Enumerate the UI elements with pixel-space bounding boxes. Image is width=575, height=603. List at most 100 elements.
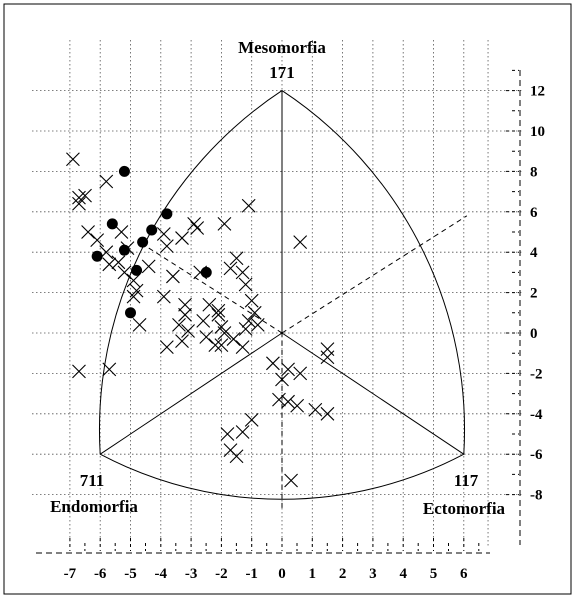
data-point-x-stroke [220,427,235,441]
data-point-x [275,372,289,387]
data-point-x [235,265,250,280]
data-point-x-stroke [72,196,86,211]
data-point-x-stroke [226,332,241,346]
y-tick-label: 12 [530,84,545,100]
data-point-x-stroke [275,372,289,387]
data-point-x [102,257,117,272]
data-point-dot [131,264,143,276]
data-point-x-stroke [238,277,253,292]
data-point-x [172,318,186,332]
data-point-x-stroke [199,330,214,344]
data-point-x-stroke [238,322,253,336]
data-point-x [284,473,298,488]
ref-axis-diagonal [281,215,468,334]
data-point-x-stroke [235,340,250,355]
y-tick-label: -6 [530,447,543,463]
data-point-x-stroke [90,233,105,247]
data-point-x [226,332,241,346]
x-tick-label: -6 [94,566,107,582]
data-point-x-stroke [202,297,217,312]
data-point-x [141,259,156,274]
data-point-x [159,340,174,355]
data-point-x [81,225,95,239]
data-point-x-stroke [181,324,195,338]
y-tick-label: 6 [530,205,538,221]
data-point-x [166,269,180,284]
data-point-x-stroke [217,326,232,340]
data-point-x-stroke [114,225,129,239]
data-point-x [241,198,256,213]
data-point-dot [106,218,118,230]
endo-name: Endomorfia [50,497,138,516]
data-point-x-stroke [244,412,259,427]
data-point-x-stroke [284,473,298,488]
data-point-x [175,231,189,245]
data-point-x-stroke [178,307,192,322]
data-point-x [196,313,211,328]
data-point-x [208,338,223,353]
data-point-x-stroke [117,265,132,280]
data-point-x-stroke [172,318,186,332]
data-point-x-stroke [126,273,141,288]
data-point-x [229,449,244,464]
data-point-x [178,307,192,322]
data-point-x [114,225,129,239]
y-tick-labels: 12 10 8 6 4 2 0 -2 -4 -6 -8 [530,84,545,504]
data-point-x-stroke [293,366,308,381]
data-point-dot [161,208,173,220]
x-tick-labels: -7 -6 -5 -4 -3 -2 -1 0 1 2 3 4 5 6 [64,566,468,582]
data-point-x [290,398,305,413]
ecto-code: 117 [454,471,479,490]
data-point-x [223,261,238,276]
data-point-x [132,318,147,332]
data-point-x-stroke [217,217,232,231]
data-point-x-stroke [281,362,295,377]
data-point-x-stroke [159,340,174,355]
data-point-x-stroke [211,303,226,318]
data-point-x [72,196,86,211]
data-point-x-stroke [78,188,92,203]
data-point-x [102,362,117,377]
x-tick-label: -2 [215,566,228,582]
ref-axis-diagonal [142,243,283,334]
data-point-dot [91,250,103,262]
data-point-x-stroke [99,174,114,189]
data-point-x [175,334,189,348]
data-point-x [156,289,171,304]
data-point-x [250,318,265,332]
y-tick-label: 2 [530,286,538,302]
rulers [36,69,521,554]
data-point-dot [200,266,212,278]
data-point-x [244,293,259,308]
ecto-axis [281,332,465,455]
data-point-dot [137,236,149,248]
data-point-x [244,412,259,427]
x-tick-label: 2 [339,566,347,582]
endo-code: 711 [80,471,105,490]
data-point-x-stroke [266,356,280,371]
data-point-x [220,427,235,441]
data-point-x-stroke [187,217,202,231]
data-point-x-stroke [272,392,286,407]
data-point-x-stroke [132,318,147,332]
data-point-x [281,362,295,377]
data-point-x-stroke [175,334,189,348]
x-tick-label: -1 [245,566,258,582]
meso-code: 171 [269,63,295,82]
x-tick-label: -5 [124,566,137,582]
data-point-x [281,394,295,409]
data-point-x-stroke [250,318,265,332]
data-point-x [308,402,323,417]
data-point-dot [125,307,136,319]
data-point-x [178,297,192,312]
y-tick-label: 8 [530,164,538,180]
grid [32,40,522,548]
data-point-x [217,217,232,231]
data-point-x [159,239,174,254]
data-point-x [211,303,226,318]
data-point-x [187,217,202,231]
y-tick-label: -2 [530,366,543,382]
data-point-x-stroke [156,289,171,304]
data-point-x [78,188,92,203]
x-tick-label: -7 [64,566,77,582]
